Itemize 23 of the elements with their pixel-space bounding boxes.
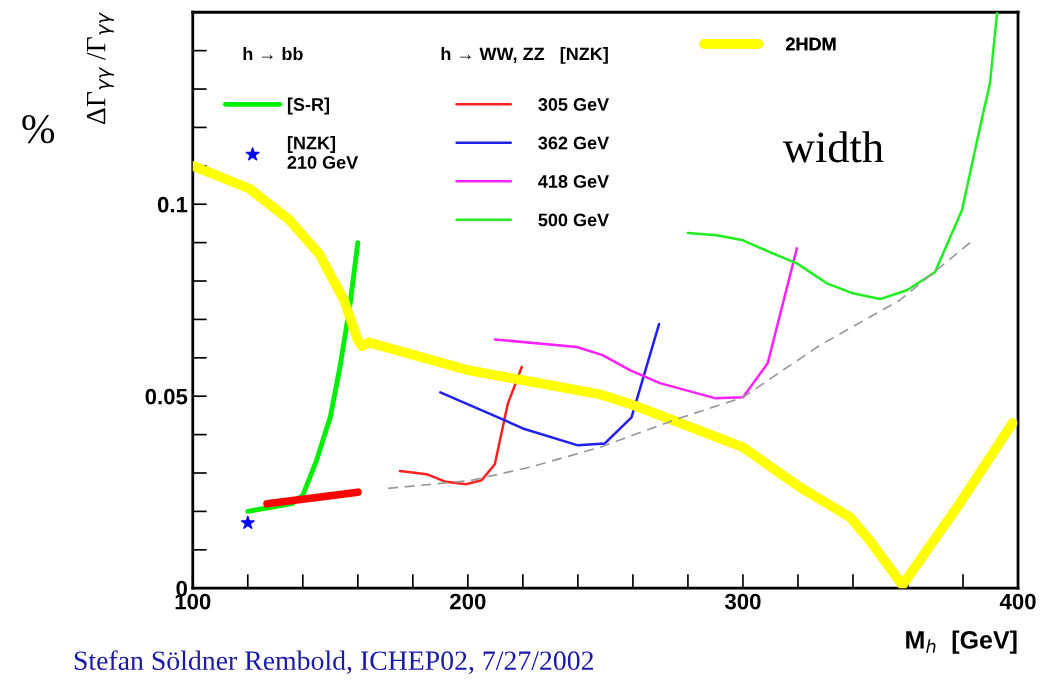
legend-label: 500 GeV: [538, 213, 609, 227]
x-tick-label: 300: [724, 593, 761, 610]
legend-label: 2HDM: [786, 37, 836, 51]
text: %: [22, 115, 55, 144]
text: Stefan Söldner Rembold, ICHEP02, 7/27/2002: [74, 650, 593, 675]
line-series: [493, 247, 799, 400]
line-series: [398, 365, 524, 486]
line-series: [439, 322, 661, 447]
y-tick-label: 0.05: [145, 388, 188, 405]
y-tick-label: 0.1: [157, 196, 188, 213]
legend-label: 362 GeV: [538, 136, 609, 150]
x-tick-label: 400: [999, 593, 1036, 610]
x-tick-label: 200: [450, 593, 486, 610]
line-series: [686, 12, 999, 301]
annotation: h → bb: [243, 47, 303, 61]
x-axis-title: M$_{h}$ [GeV]: [906, 630, 1017, 654]
annotation: h → WW, ZZ [NZK]: [441, 47, 608, 64]
legend-label: 418 GeV: [538, 175, 609, 188]
legend-label: [NZK] 210 GeV: [287, 136, 359, 169]
legend-label: [S-R]: [287, 97, 330, 115]
annotation: width: [782, 131, 884, 163]
y-axis-title: ΔΓ$_{γγ}$ /Γ$_{γγ}$: [86, 12, 114, 124]
legend-label: 305 GeV: [538, 98, 609, 111]
